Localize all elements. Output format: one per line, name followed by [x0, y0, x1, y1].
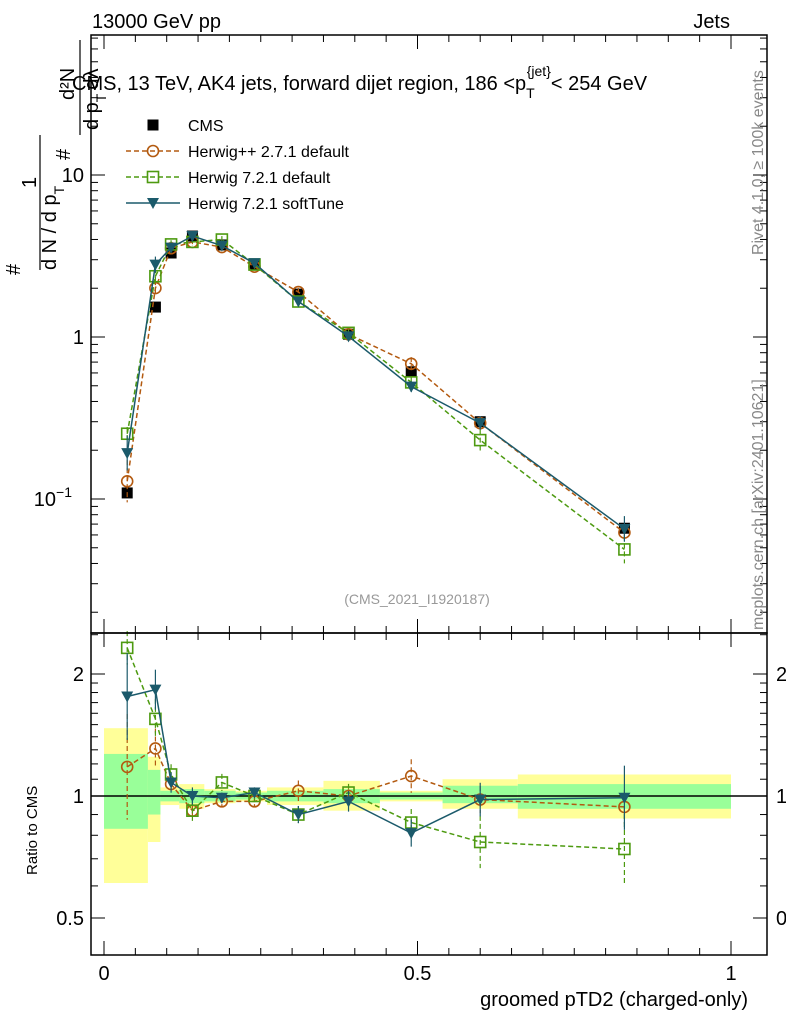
series-point [618, 523, 631, 535]
legend-entry: Herwig++ 2.7.1 default [126, 144, 350, 161]
ratio-point [473, 835, 487, 849]
x-tick-label: 1 [725, 963, 736, 985]
ratio-point [215, 792, 228, 804]
cms-data-point [405, 366, 417, 378]
ratio-tick-label: 0.5 [56, 908, 84, 930]
ylabel-den2: d pTdλ [81, 69, 109, 131]
series-lines [120, 230, 631, 885]
ylabel-den: d N / d pT [39, 185, 67, 270]
cms-data-point [149, 301, 161, 313]
ylabel-hash: # [3, 263, 25, 275]
ratio-point [474, 794, 487, 806]
series-line-main [126, 235, 625, 530]
legend-marker [146, 144, 160, 158]
ratio-point [165, 777, 178, 789]
ratio-tick-label: 2 [776, 664, 786, 686]
ratio-point [405, 828, 418, 840]
series-point [120, 474, 134, 488]
ratio-point [342, 796, 355, 808]
ratio-tick-label: 1 [776, 786, 786, 808]
series-point [473, 433, 487, 447]
ratio-point [404, 769, 418, 783]
series-point [342, 331, 355, 343]
series-point [404, 357, 418, 371]
ratio-tick-label: 1 [73, 786, 84, 808]
legend-entry: CMS [147, 118, 224, 135]
ratio-point [186, 791, 199, 802]
series-point [474, 418, 487, 430]
x-axis-label: groomed pTD2 (charged-only) [480, 989, 748, 1011]
ratio-tick-label: 0.5 [776, 908, 786, 930]
stat-uncertainty-band [104, 753, 148, 829]
series-point [165, 242, 178, 254]
legend-label: Herwig++ 2.7.1 default [188, 144, 350, 161]
x-tick-label: 0.5 [404, 963, 432, 985]
stat-uncertainty-band [147, 769, 161, 815]
axes: 0 0.5 1 10−1 1 10 2 2 1 1 0.5 0.5 [34, 34, 786, 985]
ratio-point [149, 684, 162, 696]
series-point [121, 448, 134, 460]
legend-entry: Herwig 7.2.1 softTune [126, 196, 344, 213]
ratio-point [215, 776, 229, 789]
ratio-tick-label: 2 [73, 664, 84, 686]
series-0 [120, 235, 631, 824]
y-tick-label: 1 [73, 327, 84, 349]
legend-entry: Herwig 7.2.1 default [126, 170, 331, 187]
series-point [618, 543, 631, 556]
header-observable: Jets [693, 11, 730, 33]
ratio-point [186, 804, 199, 817]
ratio-point [618, 792, 631, 804]
plot-title: CMS, 13 TeV, AK4 jets, forward dijet reg… [72, 63, 648, 101]
y-axis-label: # 1 d N / d pT # d²N d pTdλ [3, 40, 109, 275]
legend: CMS Herwig++ 2.7.1 default Herwig 7.2.1 de… [126, 118, 350, 213]
ratio-point [292, 784, 305, 798]
series-point [292, 296, 305, 308]
rivet-version: Rivet 4.1.0, ≥ 100k events [750, 70, 767, 255]
cms-data-point [292, 288, 304, 300]
ratio-point [292, 809, 305, 821]
legend-label: Herwig 7.2.1 softTune [188, 196, 344, 213]
y-tick-label: 10−1 [34, 484, 72, 511]
series-point [149, 259, 162, 271]
ratio-point [149, 742, 162, 755]
ratio-point [121, 691, 134, 703]
series-point [149, 281, 162, 295]
legend-marker [147, 119, 159, 131]
series-point [215, 240, 228, 252]
series-line-ratio [126, 647, 625, 850]
legend-marker [146, 170, 160, 184]
header-process: 13000 GeV pp [92, 11, 221, 33]
ylabel-hash2: # [53, 148, 75, 160]
series-point [405, 381, 418, 393]
series-line-main [126, 238, 625, 551]
ratio-point [618, 842, 631, 856]
series-point [248, 258, 261, 270]
ratio-point [120, 760, 134, 774]
ylabel-one: 1 [19, 177, 41, 188]
ratio-ylabel: Ratio to CMS [24, 786, 41, 875]
legend-label: Herwig 7.2.1 default [188, 170, 331, 187]
y-tick-label: 10 [62, 165, 84, 187]
legend-label: CMS [188, 118, 224, 135]
analysis-id: (CMS_2021_I1920187) [344, 591, 490, 607]
series-point [186, 231, 199, 243]
series-2 [121, 231, 631, 847]
ratio-plot-frame [90, 632, 768, 956]
legend-marker [147, 198, 159, 209]
x-tick-label: 0 [98, 963, 109, 985]
ylabel-num: d²N [57, 68, 79, 100]
ratio-point [248, 787, 261, 799]
series-line-main [126, 241, 625, 534]
mcplots-reference: mcplots.cern.ch [arXiv:2401.10621] [750, 379, 767, 630]
